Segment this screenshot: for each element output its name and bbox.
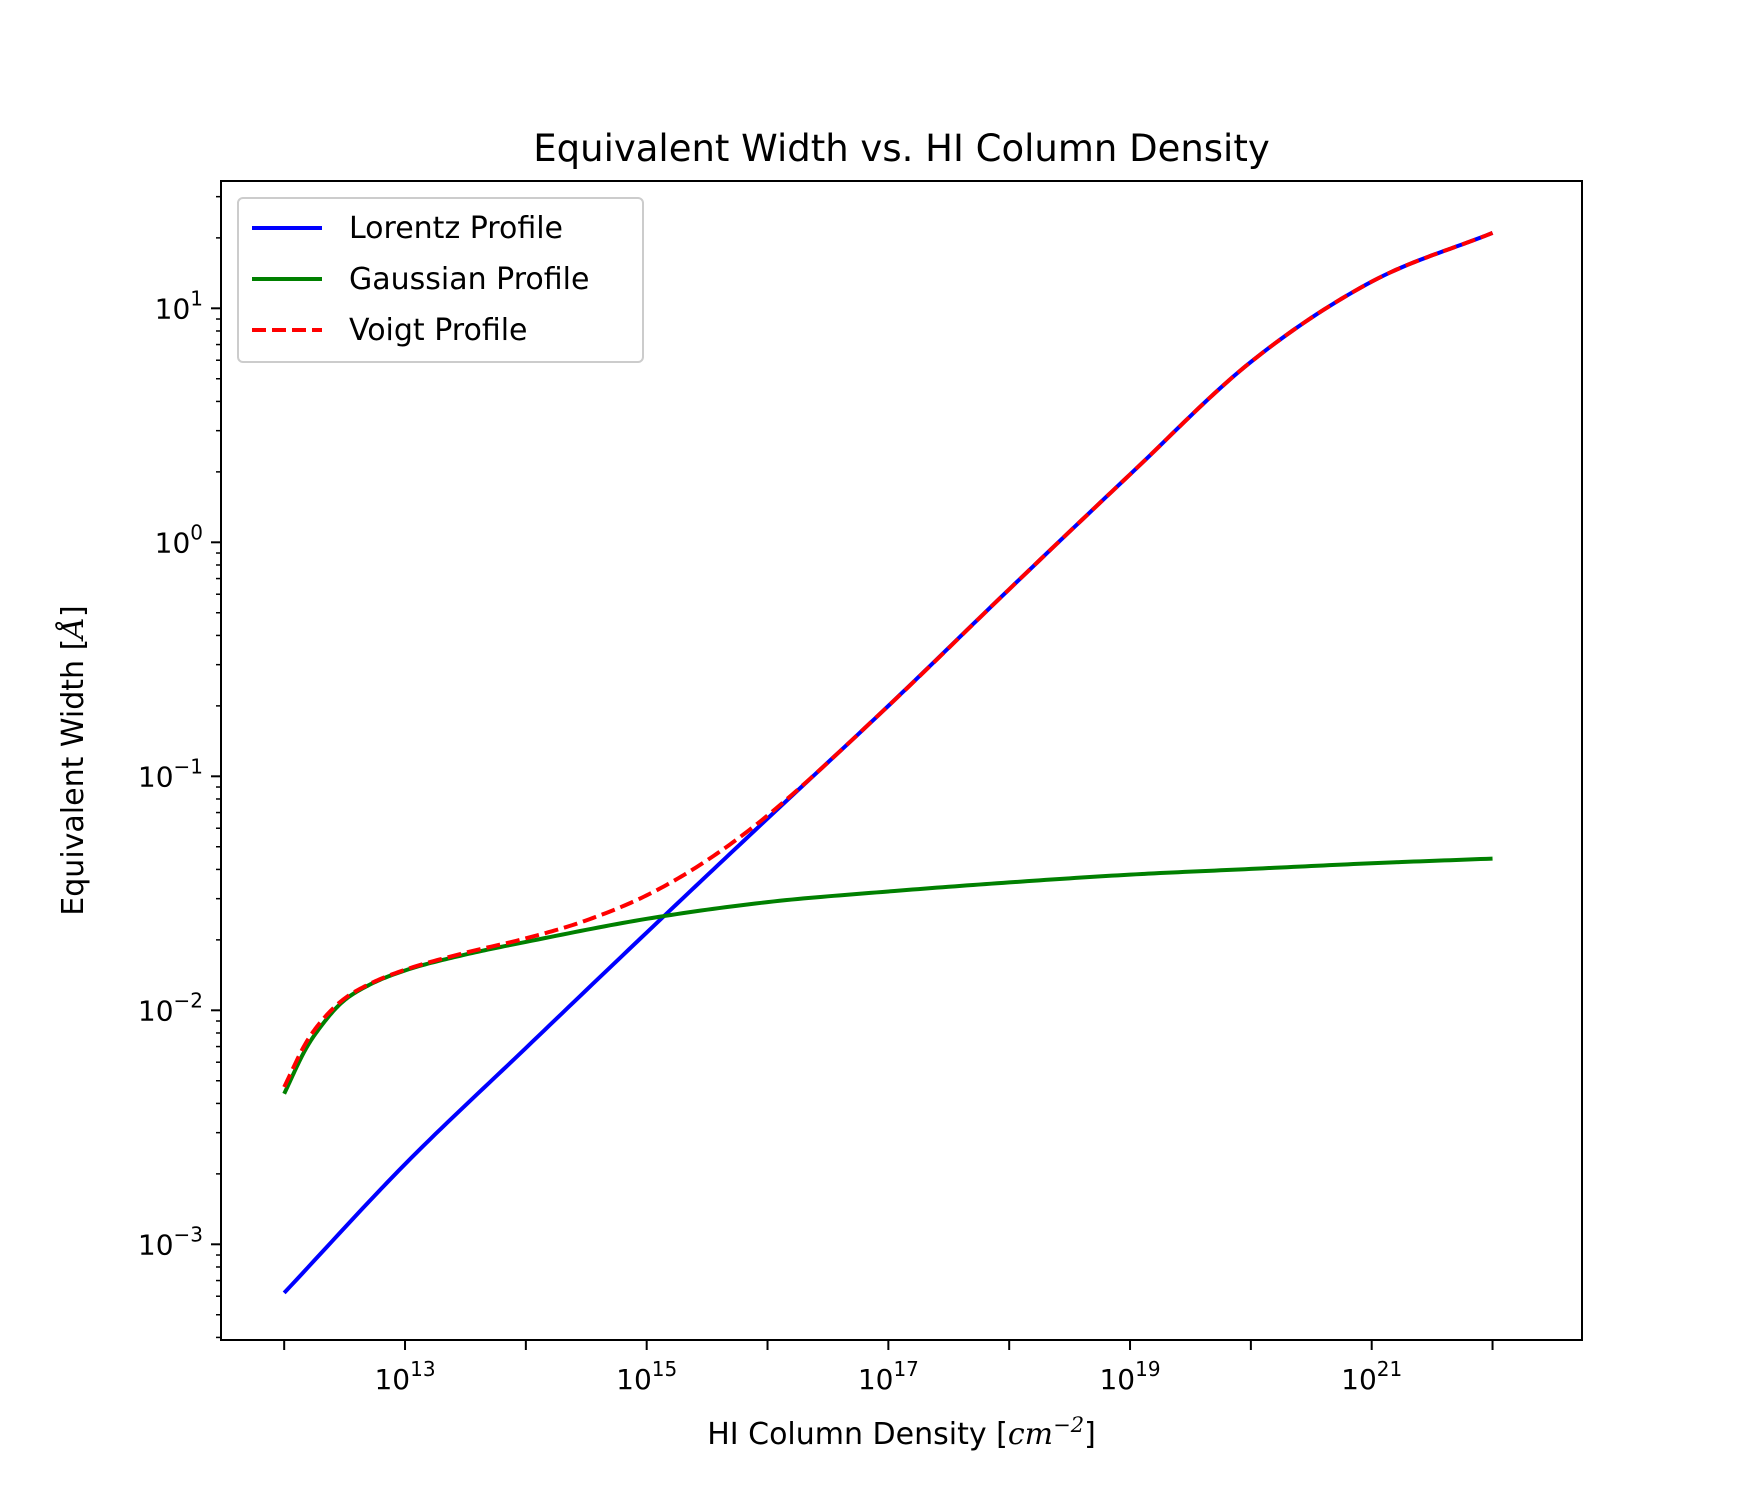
legend: Lorentz Profile Gaussian Profile Voigt Pro… bbox=[237, 197, 644, 363]
plot-lines bbox=[282, 231, 1494, 1295]
x-axis-label: HI Column Density [cm−2] bbox=[707, 1413, 1096, 1452]
x-axis: 1013 1015 1017 1019 1021 bbox=[283, 1340, 1494, 1396]
y-tick-label: 10−1 bbox=[138, 754, 203, 793]
y-axis-label-text: Equivalent Width [ bbox=[56, 639, 91, 916]
x-tick-label: 1013 bbox=[374, 1357, 435, 1396]
legend-label: Lorentz Profile bbox=[349, 211, 563, 246]
y-tick-label: 100 bbox=[155, 520, 203, 559]
y-axis: 10−3 10−2 10−1 100 101 bbox=[138, 195, 221, 1339]
legend-box bbox=[237, 197, 644, 363]
x-tick-label: 1015 bbox=[616, 1357, 677, 1396]
y-tick-label: 10−2 bbox=[138, 988, 203, 1027]
y-axis-label-close: ] bbox=[56, 605, 91, 617]
legend-label: Voigt Profile bbox=[349, 313, 528, 348]
chart-title: Equivalent Width vs. HI Column Density bbox=[533, 127, 1270, 170]
y-tick-label: 10−3 bbox=[138, 1222, 203, 1261]
plot-frame bbox=[220, 180, 1583, 1341]
x-tick-label: 1019 bbox=[1099, 1357, 1160, 1396]
series-line-gaussian-profile bbox=[282, 856, 1493, 1095]
y-axis-label: Equivalent Width [Å] bbox=[55, 605, 91, 915]
series-line-lorentz-profile bbox=[282, 231, 1494, 1295]
x-tick-label: 1021 bbox=[1341, 1357, 1402, 1396]
x-axis-label-unit: cm bbox=[1008, 1417, 1053, 1452]
x-axis-label-close: ] bbox=[1084, 1417, 1096, 1452]
x-axis-label-text: HI Column Density [ bbox=[707, 1417, 1008, 1452]
x-axis-label-exponent: −2 bbox=[1053, 1413, 1084, 1437]
x-tick-label: 1017 bbox=[858, 1357, 919, 1396]
y-axis-label-unit: Å bbox=[55, 617, 91, 642]
series-line-voigt-profile bbox=[282, 231, 1494, 1088]
legend-label: Gaussian Profile bbox=[349, 262, 589, 297]
y-tick-label: 101 bbox=[155, 286, 203, 325]
